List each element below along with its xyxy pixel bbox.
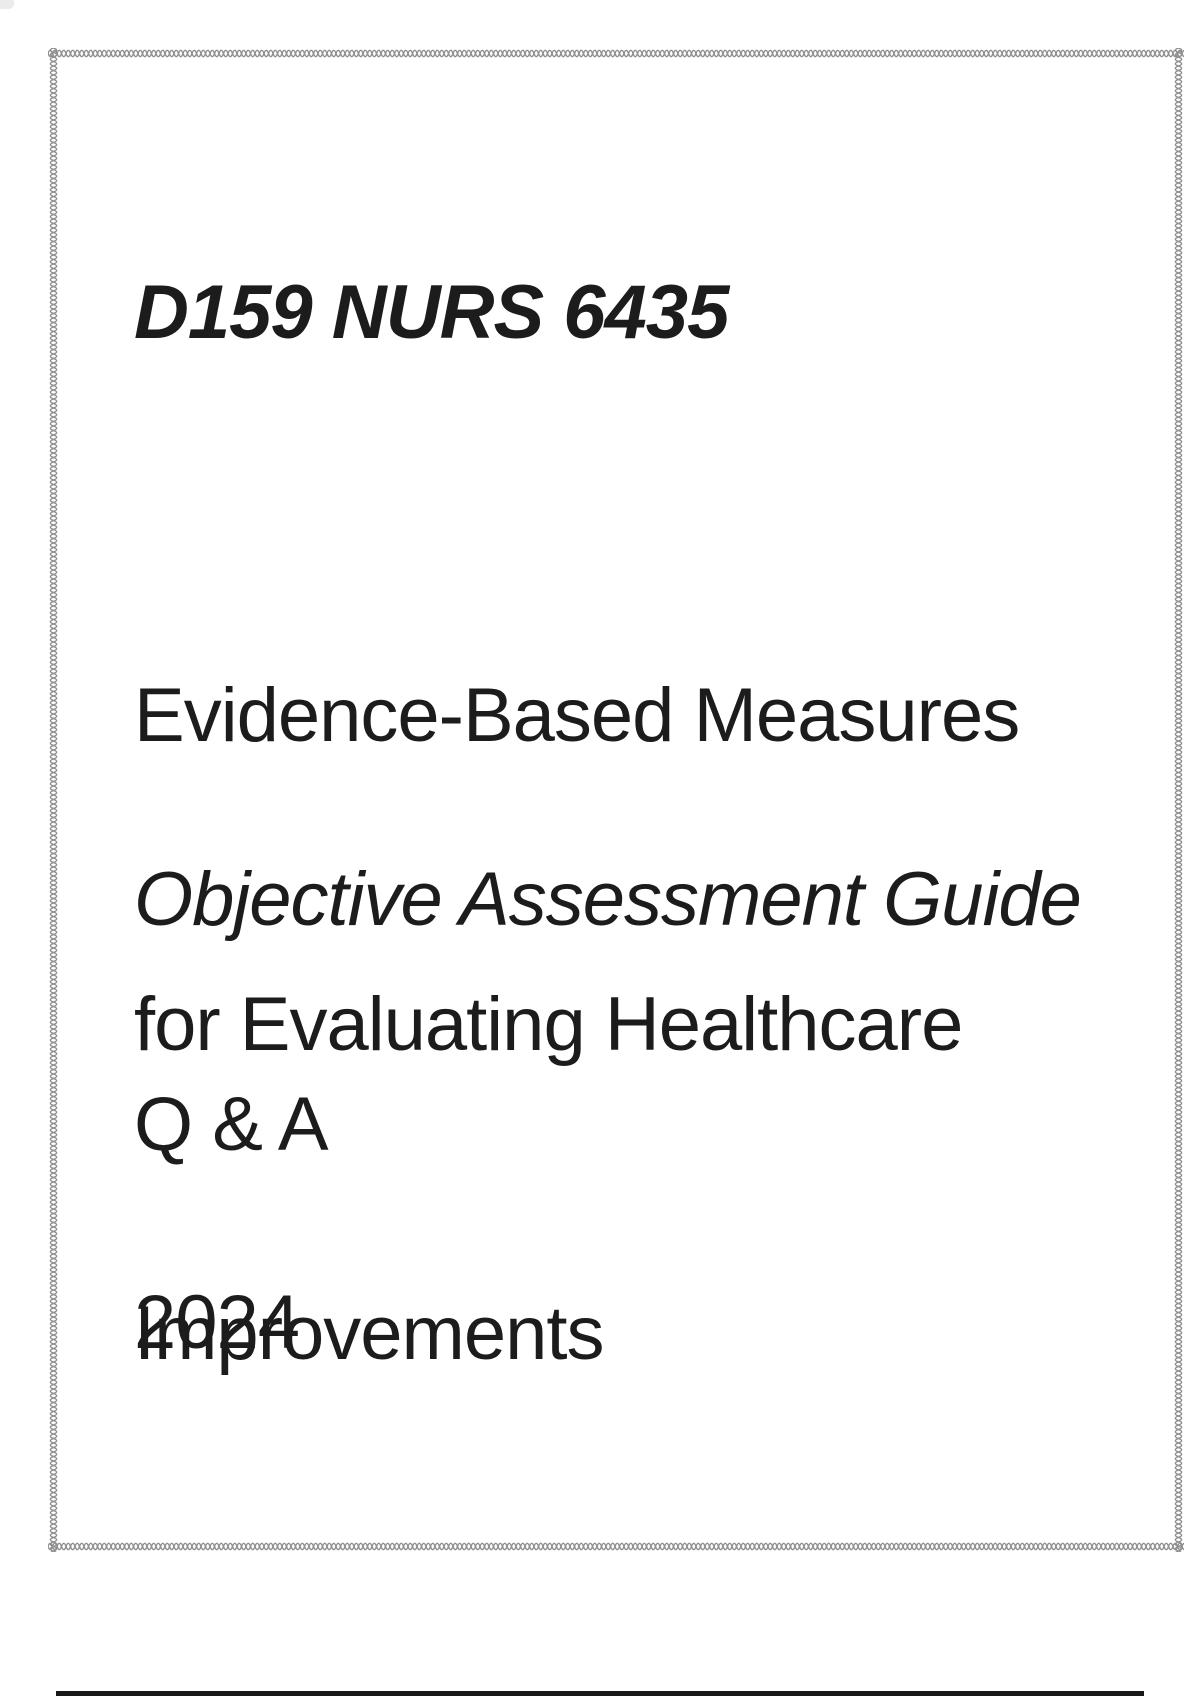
subtitle: Objective Assessment Guide xyxy=(134,857,1082,942)
border-bottom-edge xyxy=(48,1542,1184,1551)
border-left-edge xyxy=(49,48,58,1552)
page-border xyxy=(48,48,1184,1552)
border-right-edge xyxy=(1174,48,1183,1552)
qa-heading: Q & A xyxy=(134,1082,329,1167)
document-title-line-2: for Evaluating Healthcare xyxy=(134,982,963,1067)
document-title: Evidence-Based Measures for Evaluating H… xyxy=(134,458,1020,1488)
course-code: D159 NURS 6435 xyxy=(134,270,729,355)
scan-corner-artifact xyxy=(0,0,14,9)
year: 2024 xyxy=(134,1280,300,1365)
document-title-line-1: Evidence-Based Measures xyxy=(134,673,1020,758)
border-top-edge xyxy=(48,49,1184,58)
document-title-line-3: Improvements xyxy=(134,1291,605,1376)
bottom-rule xyxy=(56,1691,1144,1696)
